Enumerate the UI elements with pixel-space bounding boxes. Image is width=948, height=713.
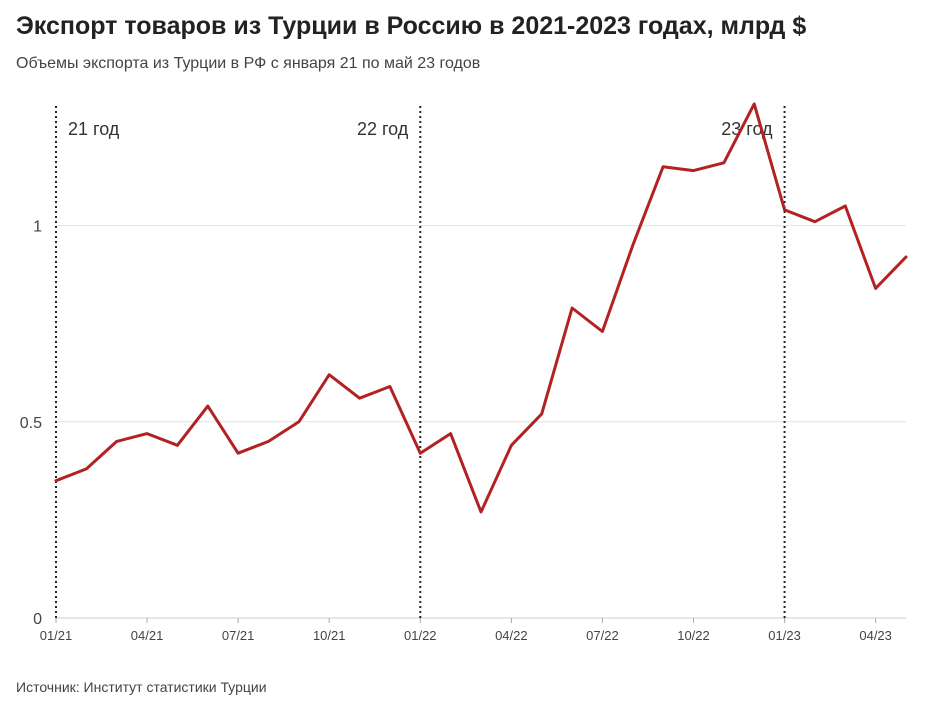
series-group [54, 102, 908, 514]
x-tick-label: 04/23 [859, 628, 892, 643]
year-markers: 21 год 22 год 23 год [55, 106, 786, 618]
source-note: Источник: Институт статистики Турции [16, 679, 267, 695]
y-tick-label: 1 [33, 219, 42, 236]
y-tick-label: 0.5 [20, 415, 42, 432]
series-line [54, 102, 908, 514]
x-tick-label: 04/21 [131, 628, 164, 643]
x-tick-marks [55, 618, 877, 623]
year-marker-label: 21 год [68, 119, 120, 139]
chart-subtitle: Объемы экспорта из Турции в РФ с января … [16, 55, 481, 72]
x-tick-label: 07/21 [222, 628, 255, 643]
x-tick-label: 01/21 [40, 628, 73, 643]
y-gridlines [56, 225, 906, 423]
x-tick-label: 01/23 [768, 628, 801, 643]
x-tick-label: 04/22 [495, 628, 528, 643]
x-tick-label: 10/21 [313, 628, 346, 643]
x-tick-label: 07/22 [586, 628, 619, 643]
year-marker-label: 23 год [721, 119, 773, 139]
x-tick-labels: 01/21 04/21 07/21 10/21 01/22 04/22 07/22 10/22… [40, 628, 892, 643]
x-tick-label: 10/22 [677, 628, 710, 643]
y-tick-labels: 00.51 [20, 219, 42, 628]
x-tick-label: 01/22 [404, 628, 437, 643]
y-tick-label: 0 [33, 611, 42, 628]
chart-title: Экспорт товаров из Турции в Россию в 202… [16, 12, 807, 40]
year-marker-label: 22 год [357, 119, 409, 139]
